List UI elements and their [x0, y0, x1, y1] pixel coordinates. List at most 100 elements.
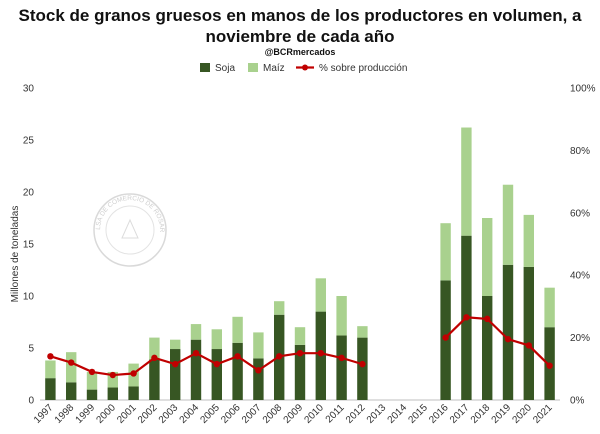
bar-maiz — [357, 326, 368, 338]
bar-soja — [107, 387, 118, 400]
bar-maiz — [523, 214, 534, 267]
x-tick-label: 2013 — [365, 402, 389, 426]
y2-tick-label: 60% — [570, 208, 590, 219]
x-tick-label: 2001 — [115, 402, 139, 426]
bar-soja — [294, 344, 306, 400]
line-percent-point — [317, 350, 324, 357]
y-axis-right: 0% 20% 40% 60% 80% 100% — [570, 84, 596, 407]
line-percent-point — [296, 350, 304, 357]
x-tick-label: 2021 — [531, 402, 555, 426]
line-percent-point — [68, 359, 75, 366]
y-tick-label: 25 — [23, 136, 35, 147]
line-percent-point — [359, 360, 366, 368]
line-percent-point — [463, 314, 470, 321]
chart-title: Stock de granos gruesos en manos de los … — [18, 6, 582, 46]
bar-soja — [502, 264, 514, 400]
x-tick-label: 2011 — [324, 402, 347, 425]
y2-tick-label: 20% — [570, 333, 590, 344]
bar-maiz — [336, 296, 347, 336]
bar-soja — [523, 266, 534, 400]
legend-swatch — [248, 63, 258, 72]
legend: Soja Maíz % sobre producción — [200, 63, 407, 74]
bar-maiz — [86, 371, 98, 390]
bar-maiz — [45, 360, 56, 379]
line-percent-point — [525, 342, 532, 349]
bar-soja — [45, 378, 56, 400]
y2-tick-label: 80% — [570, 146, 590, 157]
bar-maiz — [232, 316, 243, 343]
x-tick-label: 2019 — [490, 402, 514, 426]
bar-maiz — [461, 127, 472, 236]
line-percent-point — [234, 353, 241, 360]
x-tick-label: 2000 — [94, 402, 118, 426]
x-axis: 1997199819992000200120022003200420052006… — [32, 399, 560, 426]
y-tick-label: 15 — [23, 240, 35, 251]
line-percent-point — [109, 371, 117, 379]
bar-soja — [170, 349, 181, 400]
legend-label: Maíz — [263, 63, 285, 74]
bar-maiz — [107, 371, 118, 388]
line-percent-point — [151, 354, 158, 362]
line-percent-point — [546, 362, 553, 369]
y-axis-left: 0 5 10 15 20 25 30 — [23, 84, 35, 407]
bar-soja — [86, 389, 98, 400]
y-tick-label: 5 — [28, 344, 34, 355]
bar-maiz — [274, 301, 285, 315]
bar-soja — [482, 296, 493, 400]
bar-maiz — [502, 184, 514, 265]
y-tick-label: 0 — [28, 396, 34, 407]
legend-swatch — [200, 63, 210, 72]
x-tick-label: 2008 — [261, 402, 285, 426]
y2-tick-label: 0% — [570, 396, 585, 407]
y-tick-label: 30 — [23, 84, 35, 95]
bar-maiz — [211, 329, 222, 350]
x-tick-label: 2009 — [282, 402, 306, 426]
x-tick-label: 2010 — [302, 402, 326, 426]
line-percent-point — [504, 335, 512, 343]
line-percent-segment — [444, 316, 551, 367]
legend-label: Soja — [215, 63, 235, 74]
line-percent-point — [130, 370, 137, 377]
bar-soja — [253, 358, 264, 400]
bar-soja — [211, 349, 222, 400]
legend-label: % sobre producción — [319, 63, 407, 74]
x-tick-label: 2017 — [448, 402, 472, 426]
seal-emblem — [121, 218, 139, 239]
bar-soja — [190, 339, 202, 400]
x-tick-label: 2003 — [157, 402, 181, 426]
y-tick-label: 10 — [23, 292, 35, 303]
line-percent-point — [255, 367, 262, 374]
line-percent-point — [192, 350, 200, 357]
percent-line — [47, 314, 553, 379]
line-percent-point — [338, 354, 345, 362]
x-tick-label: 2016 — [427, 402, 451, 426]
line-percent-point — [172, 360, 179, 368]
bar-soja — [66, 382, 77, 400]
x-tick-label: 2020 — [510, 402, 534, 426]
bar-maiz — [482, 218, 493, 296]
bar-maiz — [315, 278, 326, 312]
y-axis-title: Millones de toneladas — [10, 206, 21, 303]
bar-maiz — [294, 327, 306, 345]
x-tick-label: 2002 — [136, 402, 160, 426]
seal-outer-ring — [93, 193, 167, 267]
x-tick-label: 1998 — [53, 402, 77, 426]
line-percent-point — [213, 360, 220, 368]
x-tick-label: 2018 — [469, 402, 493, 426]
bar-maiz — [544, 287, 555, 328]
bar-soja — [357, 337, 368, 400]
bar-soja — [232, 342, 243, 400]
bars — [45, 127, 555, 400]
bar-maiz — [190, 324, 202, 340]
line-percent-point — [276, 353, 283, 360]
line-percent-point — [47, 353, 54, 360]
x-tick-label: 2006 — [219, 402, 243, 426]
chart-subtitle: @BCRmercados — [264, 47, 336, 57]
bar-maiz — [170, 339, 181, 350]
x-tick-label: 1999 — [74, 402, 98, 426]
x-tick-label: 2014 — [386, 402, 410, 426]
x-tick-label: 2007 — [240, 402, 264, 426]
line-percent-point — [88, 368, 96, 376]
y2-tick-label: 40% — [570, 271, 590, 282]
bar-soja — [149, 359, 160, 400]
